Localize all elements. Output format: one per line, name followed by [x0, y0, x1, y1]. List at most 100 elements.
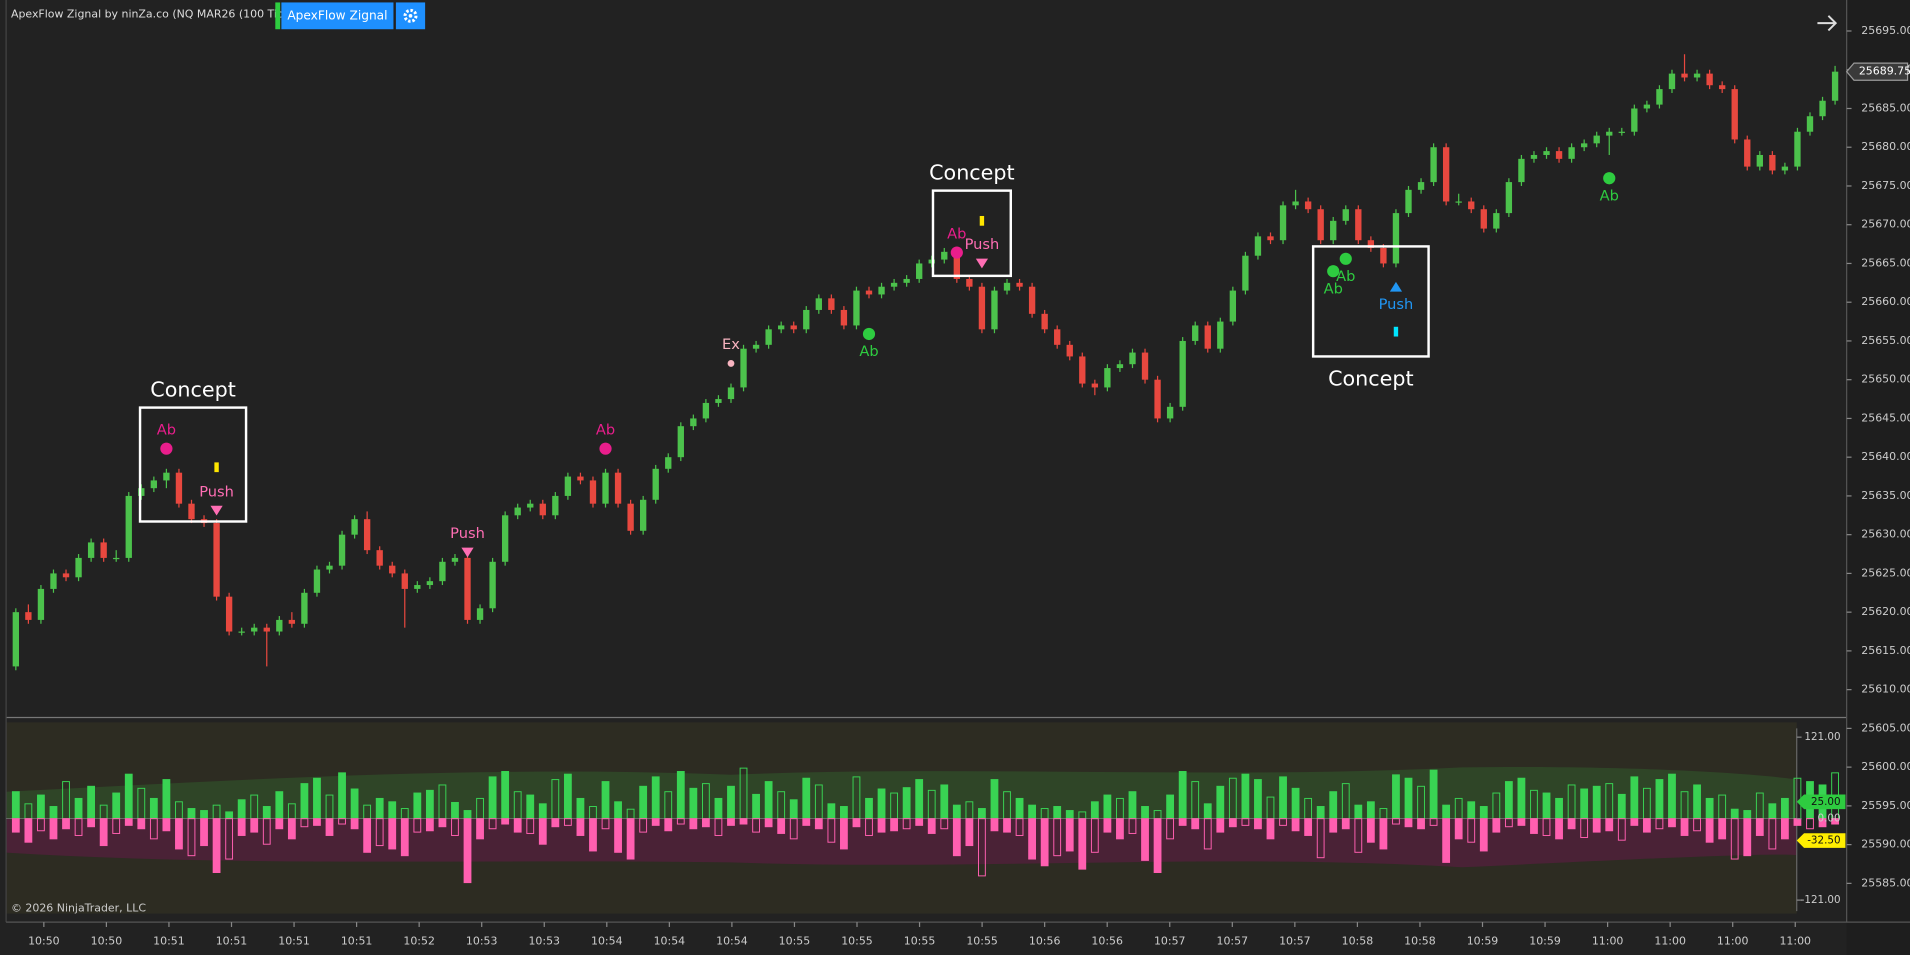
sell-bar: [827, 818, 836, 843]
buy-bar: [614, 801, 622, 820]
candle-body: [1593, 135, 1600, 144]
sell-bar: [890, 818, 898, 832]
candle-body: [1693, 73, 1701, 78]
sell-bar: [1718, 818, 1727, 840]
sell-bar: [1555, 818, 1563, 840]
sell-bar: [927, 818, 936, 834]
sell-bar: [538, 818, 547, 845]
candle-body: [1493, 213, 1500, 229]
sell-bar: [1003, 818, 1011, 833]
buy-bar: [1668, 773, 1676, 820]
sell-bar: [175, 818, 183, 850]
sell-bar: [400, 818, 409, 857]
buy-bar: [124, 773, 133, 820]
candle-body: [1355, 209, 1362, 241]
time-tick-label: 10:59: [1529, 935, 1561, 948]
candle-body: [665, 457, 672, 469]
candle-body: [614, 472, 622, 504]
buy-bar: [1580, 788, 1589, 820]
sell-bar: [689, 818, 698, 830]
candle-body: [1367, 240, 1375, 248]
sell-bar: [576, 818, 585, 836]
buy-bar: [162, 779, 171, 820]
candle-body: [552, 495, 559, 516]
candle-body: [1756, 154, 1763, 167]
buy-bar: [1203, 803, 1212, 820]
signal-circle: [1603, 172, 1616, 185]
candle-body: [1806, 116, 1814, 132]
candle-body: [966, 278, 973, 287]
buy-bar: [538, 803, 547, 820]
candle-body: [1028, 286, 1036, 314]
expand-arrow[interactable]: [1817, 15, 1838, 32]
sell-bar: [1203, 818, 1212, 850]
buy-bar: [262, 806, 271, 820]
candle-body: [1794, 131, 1801, 167]
sell-bar: [1567, 818, 1576, 830]
sell-bar: [915, 818, 924, 826]
buy-bar: [49, 806, 58, 820]
candle-body: [1769, 154, 1776, 171]
signal-label: Ab: [1336, 268, 1355, 285]
last-price-label: 25689.75: [1859, 65, 1910, 78]
candle-body: [37, 588, 45, 620]
time-tick-label: 10:55: [779, 935, 811, 948]
sell-bar: [200, 818, 208, 847]
indicator-button[interactable]: [281, 2, 394, 30]
sell-bar: [363, 818, 372, 853]
sell-bar: [1743, 818, 1752, 857]
buy-bar: [1442, 804, 1451, 820]
osc-marker-badge: [1796, 794, 1846, 810]
buy-bar: [902, 787, 911, 820]
candle-body: [1003, 282, 1011, 291]
candle-body: [690, 418, 697, 427]
candle-body: [778, 325, 785, 330]
candle-body: [1606, 131, 1613, 136]
candle-body: [715, 399, 722, 403]
time-tick-label: 10:54: [591, 935, 623, 948]
price-tick-label: 25670.00: [1861, 218, 1910, 231]
time-tick-label: 10:55: [904, 935, 936, 948]
signal-label: Push: [199, 483, 234, 500]
candle-body: [1304, 201, 1312, 210]
candle-body: [865, 290, 873, 295]
sell-bar: [1078, 818, 1087, 870]
sell-bar: [739, 818, 748, 825]
candle-body: [790, 325, 797, 330]
buy-bar: [1254, 779, 1262, 820]
candle-body: [476, 608, 484, 620]
chart-header-title: ApexFlow Zignal by ninZa.co (NQ MAR26 (1…: [11, 8, 298, 21]
sell-bar: [24, 818, 33, 843]
sell-bar: [1517, 818, 1526, 826]
sell-bar: [425, 818, 434, 832]
buy-bar: [915, 779, 924, 820]
buy-bar: [313, 777, 321, 820]
osc-marker-label: -32.50: [1807, 835, 1840, 847]
buy-bar: [689, 787, 698, 820]
sell-bar: [250, 818, 259, 833]
sell-bar: [639, 818, 648, 833]
sell-bar: [551, 818, 560, 828]
sell-bar: [413, 818, 422, 833]
sell-bar: [1379, 818, 1388, 850]
buy-bar: [1504, 781, 1513, 820]
candle-body: [1330, 220, 1337, 241]
sell-bar: [237, 818, 246, 836]
candle-body: [1116, 364, 1124, 369]
candle-body: [426, 581, 434, 586]
signal-circle: [950, 246, 963, 259]
buy-bar: [789, 799, 798, 820]
candle-body: [1681, 73, 1688, 78]
price-tick-label: 25630.00: [1861, 528, 1910, 541]
sell-bar: [1831, 818, 1839, 825]
candle-body: [828, 298, 835, 310]
sell-bar: [1442, 818, 1451, 863]
sell-bar: [1580, 818, 1589, 838]
candle-body: [326, 565, 333, 570]
candle-body: [87, 542, 95, 558]
buy-bar: [1781, 797, 1789, 820]
buy-bar: [1555, 797, 1563, 820]
candle-body: [1204, 325, 1211, 349]
candle-body: [1555, 151, 1563, 159]
sell-bar: [1015, 818, 1024, 836]
